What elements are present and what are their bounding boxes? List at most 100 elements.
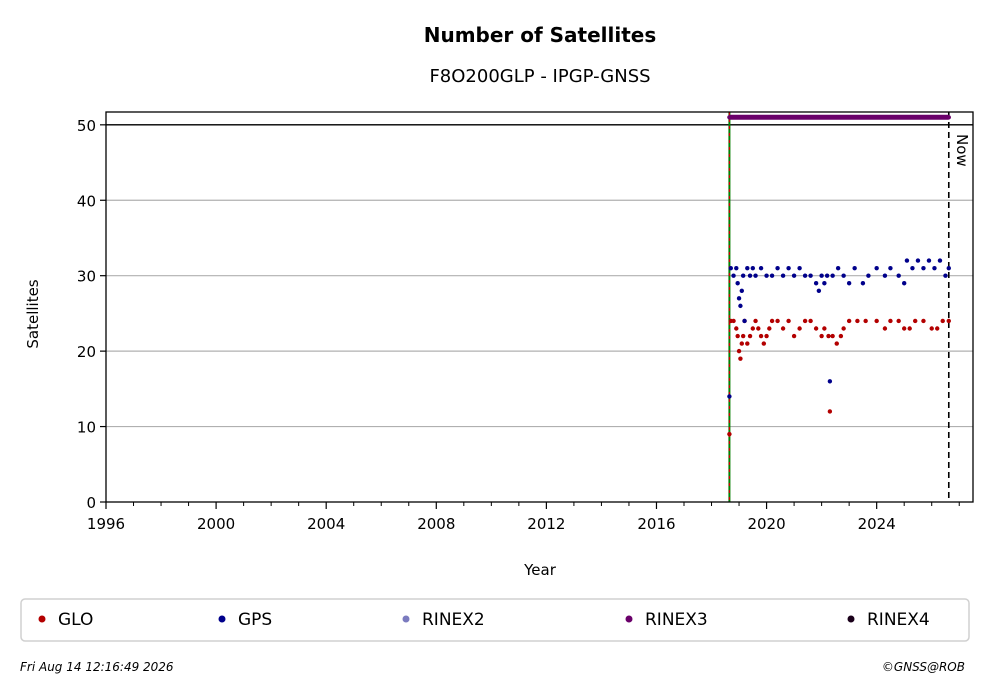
legend-marker-rinex3 [625, 615, 633, 623]
point-glo [882, 326, 888, 331]
point-rinex3 [888, 115, 893, 120]
point-glo [826, 333, 831, 339]
point-gps [802, 273, 808, 278]
y-tick-label: 30 [77, 268, 96, 286]
point-gps [734, 265, 739, 271]
point-gps [750, 265, 756, 271]
point-gps [827, 379, 833, 384]
point-glo [740, 333, 746, 339]
point-gps [932, 265, 937, 271]
point-glo [780, 326, 786, 331]
point-gps [846, 281, 852, 286]
point-gps [937, 258, 943, 263]
legend-label-rinex4: RINEX4 [867, 610, 930, 630]
point-glo [727, 431, 732, 437]
point-glo [775, 318, 780, 324]
point-glo [764, 333, 769, 339]
x-tick-label: 1996 [87, 515, 125, 533]
point-glo [841, 326, 846, 331]
chart-title: Number of Satellites [424, 23, 657, 47]
point-glo [769, 318, 775, 324]
point-gps [758, 265, 764, 271]
now-marker-label: Now [953, 134, 971, 167]
point-glo [731, 318, 736, 324]
point-glo [822, 326, 827, 331]
point-glo [896, 318, 901, 324]
point-rinex3 [750, 115, 756, 120]
point-glo [940, 318, 945, 324]
point-gps [943, 273, 948, 278]
legend-label-rinex3: RINEX3 [645, 610, 708, 630]
point-rinex3 [946, 115, 951, 120]
point-rinex3 [727, 115, 732, 120]
point-rinex3 [805, 115, 811, 120]
point-gps [780, 273, 786, 278]
x-tick-label: 2000 [197, 515, 235, 533]
point-glo [901, 326, 907, 331]
point-glo [921, 318, 926, 324]
point-glo [863, 318, 868, 324]
point-gps [852, 265, 857, 271]
x-tick-label: 2016 [637, 515, 675, 533]
point-glo [946, 318, 951, 324]
point-glo [907, 326, 912, 331]
y-axis-label: Satellites [24, 279, 42, 348]
point-gps [745, 265, 750, 271]
point-gps [835, 265, 841, 271]
plot-frame [105, 111, 974, 503]
point-gps [753, 273, 758, 278]
legend-label-glo: GLO [58, 610, 93, 630]
point-gps [915, 258, 921, 263]
axes: 0 10 20 30 40 50 1996 2000 2004 2008 2012 2016 2020 2… [77, 117, 960, 533]
point-glo [735, 333, 740, 339]
point-gps [841, 273, 846, 278]
point-glo [827, 409, 833, 414]
point-gps [824, 273, 830, 278]
point-glo [874, 318, 879, 324]
point-glo [758, 333, 764, 339]
point-gps [946, 265, 951, 271]
point-gps [735, 281, 740, 286]
point-gps [808, 273, 813, 278]
point-gps [874, 265, 879, 271]
point-gps [775, 265, 780, 271]
point-gps [731, 273, 736, 278]
point-glo [802, 318, 808, 324]
x-tick-label: 2024 [858, 515, 896, 533]
point-gps [860, 281, 866, 286]
point-glo [813, 326, 819, 331]
point-glo [935, 326, 940, 331]
point-glo [767, 326, 772, 331]
point-glo [739, 341, 744, 346]
point-gps [797, 265, 802, 271]
point-glo [750, 326, 756, 331]
legend-marker-glo [38, 615, 46, 623]
point-glo [838, 333, 844, 339]
point-gps [739, 288, 744, 293]
point-rinex3 [778, 115, 783, 120]
point-gps [882, 273, 888, 278]
point-glo [747, 333, 753, 339]
y-tick-label: 10 [77, 419, 96, 437]
point-gps [742, 318, 747, 324]
point-rinex3 [915, 115, 921, 120]
point-glo [734, 326, 739, 331]
point-gps [791, 273, 797, 278]
point-gps [888, 265, 893, 271]
point-glo [819, 333, 824, 339]
point-gps [904, 258, 910, 263]
footer-timestamp: Fri Aug 14 12:16:49 2026 [20, 660, 174, 674]
legend-marker-rinex4 [847, 615, 855, 623]
point-gps [786, 265, 791, 271]
point-gps [728, 265, 733, 271]
point-glo [797, 326, 802, 331]
point-glo [830, 333, 835, 339]
point-glo [761, 341, 767, 346]
point-glo [753, 318, 758, 324]
legend-label-rinex2: RINEX2 [422, 610, 485, 630]
legend: GLO GPS RINEX2 RINEX3 RINEX4 [38, 610, 930, 630]
x-tick-label: 2020 [747, 515, 785, 533]
point-glo [855, 318, 860, 324]
legend-box [20, 598, 970, 642]
